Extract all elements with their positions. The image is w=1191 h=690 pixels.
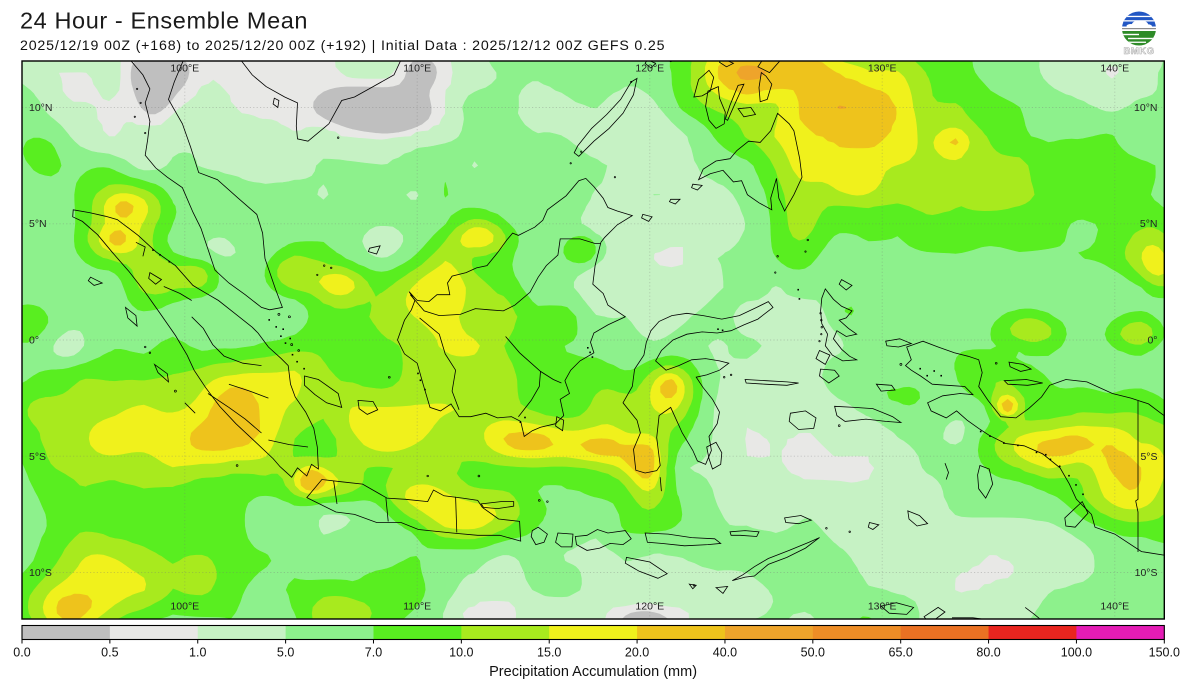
svg-text:10°S: 10°S <box>29 567 52 579</box>
svg-text:10°N: 10°N <box>29 102 52 114</box>
svg-text:24 Hour - Ensemble Mean: 24 Hour - Ensemble Mean <box>20 8 308 34</box>
svg-text:120°E: 120°E <box>635 63 664 75</box>
svg-text:0°: 0° <box>1147 335 1157 347</box>
svg-text:80.0: 80.0 <box>976 646 1000 660</box>
svg-text:110°E: 110°E <box>403 601 431 613</box>
svg-text:110°E: 110°E <box>403 63 431 75</box>
svg-text:65.0: 65.0 <box>889 646 913 660</box>
svg-text:50.0: 50.0 <box>801 646 825 660</box>
svg-text:100°E: 100°E <box>170 63 199 75</box>
svg-text:140°E: 140°E <box>1100 63 1129 75</box>
svg-text:0.5: 0.5 <box>101 646 118 660</box>
svg-text:15.0: 15.0 <box>537 646 561 660</box>
svg-text:7.0: 7.0 <box>365 646 382 660</box>
svg-text:120°E: 120°E <box>635 601 664 613</box>
svg-text:0.0: 0.0 <box>13 646 30 660</box>
svg-text:20.0: 20.0 <box>625 646 649 660</box>
svg-text:1.0: 1.0 <box>189 646 206 660</box>
svg-text:40.0: 40.0 <box>713 646 737 660</box>
svg-text:130°E: 130°E <box>868 601 897 613</box>
svg-text:140°E: 140°E <box>1100 601 1129 613</box>
svg-text:10°S: 10°S <box>1135 567 1158 579</box>
svg-text:100.0: 100.0 <box>1061 646 1092 660</box>
svg-text:2025/12/19 00Z (+168) to 2025/: 2025/12/19 00Z (+168) to 2025/12/20 00Z … <box>20 38 665 54</box>
svg-text:130°E: 130°E <box>868 63 897 75</box>
svg-text:5°N: 5°N <box>29 218 47 230</box>
svg-text:5°S: 5°S <box>29 451 46 463</box>
svg-text:10.0: 10.0 <box>449 646 473 660</box>
svg-text:BMKG: BMKG <box>1123 46 1154 57</box>
svg-text:0°: 0° <box>29 335 39 347</box>
svg-text:5°S: 5°S <box>1140 451 1157 463</box>
svg-text:5°N: 5°N <box>1140 218 1158 230</box>
svg-text:Precipitation Accumulation (mm: Precipitation Accumulation (mm) <box>489 664 697 680</box>
svg-text:5.0: 5.0 <box>277 646 294 660</box>
svg-text:150.0: 150.0 <box>1149 646 1180 660</box>
svg-text:100°E: 100°E <box>170 601 199 613</box>
svg-text:10°N: 10°N <box>1134 102 1157 114</box>
